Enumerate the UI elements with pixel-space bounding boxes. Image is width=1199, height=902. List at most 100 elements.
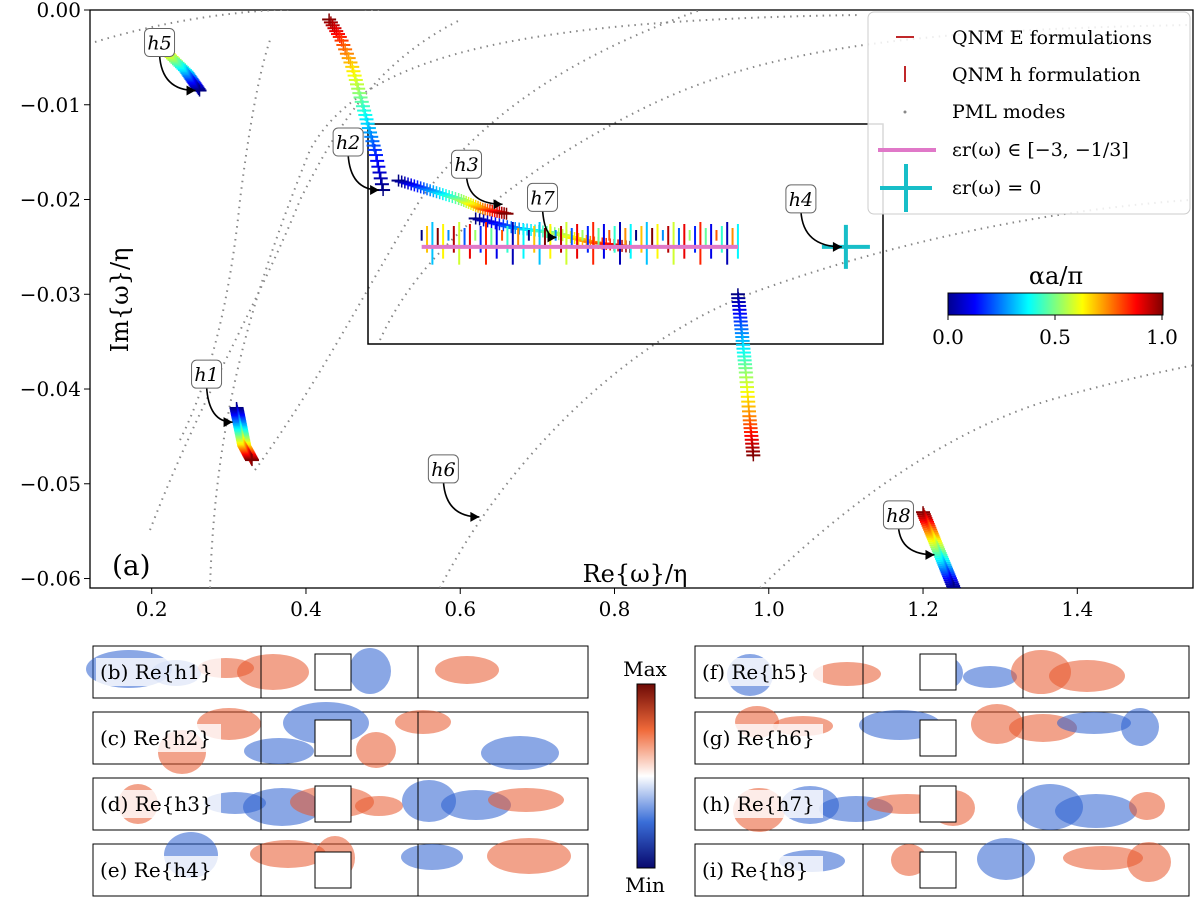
field-blob [1121,708,1159,746]
field-panel-label: (c) Re{h2} [100,726,211,750]
annotation-h4: h4 [785,184,842,252]
field-panel-f: (f) Re{h5} [694,645,1190,699]
field-colorbar-gradient [636,683,656,869]
field-panel-label: (h) Re{h7} [702,792,815,816]
field-blob [237,654,309,690]
field-panel-h: (h) Re{h7} [694,777,1190,832]
annotation-h2: h2 [332,127,380,196]
field-label-bg [96,724,221,752]
field-blob [1057,712,1131,734]
annotation-label: h3 [454,154,478,176]
y-tick-label: −0.02 [20,188,81,212]
annotation-box [144,28,176,58]
y-tick-label: 0.00 [36,0,81,22]
field-label-bg [96,790,221,818]
field-colorbar-min: Min [625,873,665,897]
field-blob [971,704,1023,744]
field-panel-g: (g) Re{h6} [694,704,1190,765]
pml-curve [759,364,1193,588]
x-tick-label: 0.8 [599,597,631,621]
x-tick-label: 0.2 [136,597,168,621]
annotation-label: h1 [194,364,218,386]
field-scatterer [919,653,957,691]
field-scatterer [919,785,957,823]
field-blob [977,838,1035,880]
colorbar-tick-label: 0.5 [1039,325,1071,349]
field-blob [402,780,456,822]
x-tick-label: 1.0 [753,597,785,621]
legend-frame [867,11,1191,215]
field-blob [963,666,1017,688]
panel-a-label: (a) [112,549,151,582]
field-panel-label: (b) Re{h1} [100,660,213,684]
field-panel-i: (i) Re{h8} [694,838,1190,897]
legend-label-pml: PML modes [952,101,1066,123]
legend-label-e: QNM E formulations [952,27,1152,49]
field-blob [435,656,499,684]
annotation-h5: h5 [144,28,196,96]
y-tick-label: −0.04 [20,377,81,401]
x-tick-label: 0.4 [290,597,322,621]
annotation-label: h4 [789,189,813,211]
pml-modes [94,10,1193,588]
x-axis: 0.2 0.4 0.6 0.8 1.0 1.2 1.4 [136,588,1093,621]
field-panel-label: (g) Re{h6} [702,726,815,750]
field-blob [395,710,451,734]
x-tick-label: 0.6 [444,597,476,621]
field-label-bg [698,658,823,686]
field-blob [250,840,326,868]
legend-marker-pml [903,110,907,114]
arrow-head [832,241,842,252]
field-blob [1129,792,1165,820]
annotation-h6: h6 [427,454,480,522]
field-panel-label: (d) Re{h3} [100,792,213,816]
arrow-head [223,417,233,428]
field-scatterer [314,851,352,889]
field-label-bg [698,790,823,818]
field-label-bg [96,856,221,884]
field-blob [1017,784,1083,830]
arrow-head [186,85,196,96]
annotation-box [882,500,914,530]
field-scatterer [919,719,957,757]
x-tick-label: 1.2 [907,597,939,621]
arrow-head [370,185,380,196]
annotation-label: h7 [530,187,555,209]
legend: QNM E formulations QNM h formulation PML… [867,11,1191,215]
arrow-head [493,199,503,210]
field-panel-label: (i) Re{h8} [702,858,808,882]
y-axis: 0.00 −0.01 −0.02 −0.03 −0.04 −0.05 −0.06 [20,0,90,591]
annotation-label: h6 [431,459,455,481]
field-panel-label: (f) Re{h5} [702,660,809,684]
pml-curve [179,39,271,441]
field-scatterer [314,719,352,757]
field-panel-b: (b) Re{h1} [86,645,589,699]
epsilon-zero-marker [821,224,870,269]
annotation-h7: h7 [527,182,559,243]
field-label-bg [698,724,823,752]
y-axis-label: Im{ω}/η [106,248,134,353]
annotation-box [332,127,364,157]
y-tick-label: −0.06 [20,567,81,591]
annotation-label: h8 [886,505,910,527]
field-blob [1063,846,1143,870]
annotation-box [191,359,223,389]
arrow-head [547,232,557,243]
field-blob [488,788,564,812]
annotation-label: h5 [147,33,171,55]
y-tick-label: −0.01 [20,93,81,117]
pml-curve [149,19,461,531]
annotation-label: h2 [336,132,360,154]
field-blob [401,844,463,870]
legend-label-h: QNM h formulation [952,64,1141,86]
field-label-bg [698,856,823,884]
field-scatterer [314,653,352,691]
x-tick-label: 1.4 [1061,597,1093,621]
field-blob [349,648,391,694]
field-panel-e: (e) Re{h4} [92,832,589,897]
field-panel-c: (c) Re{h2} [92,702,589,774]
field-blob [813,662,881,686]
field-panels: (b) Re{h1} (c) Re{h2} (d) Re{h3} (e) Re{h4}… [86,645,1190,897]
field-blob [1011,650,1071,694]
